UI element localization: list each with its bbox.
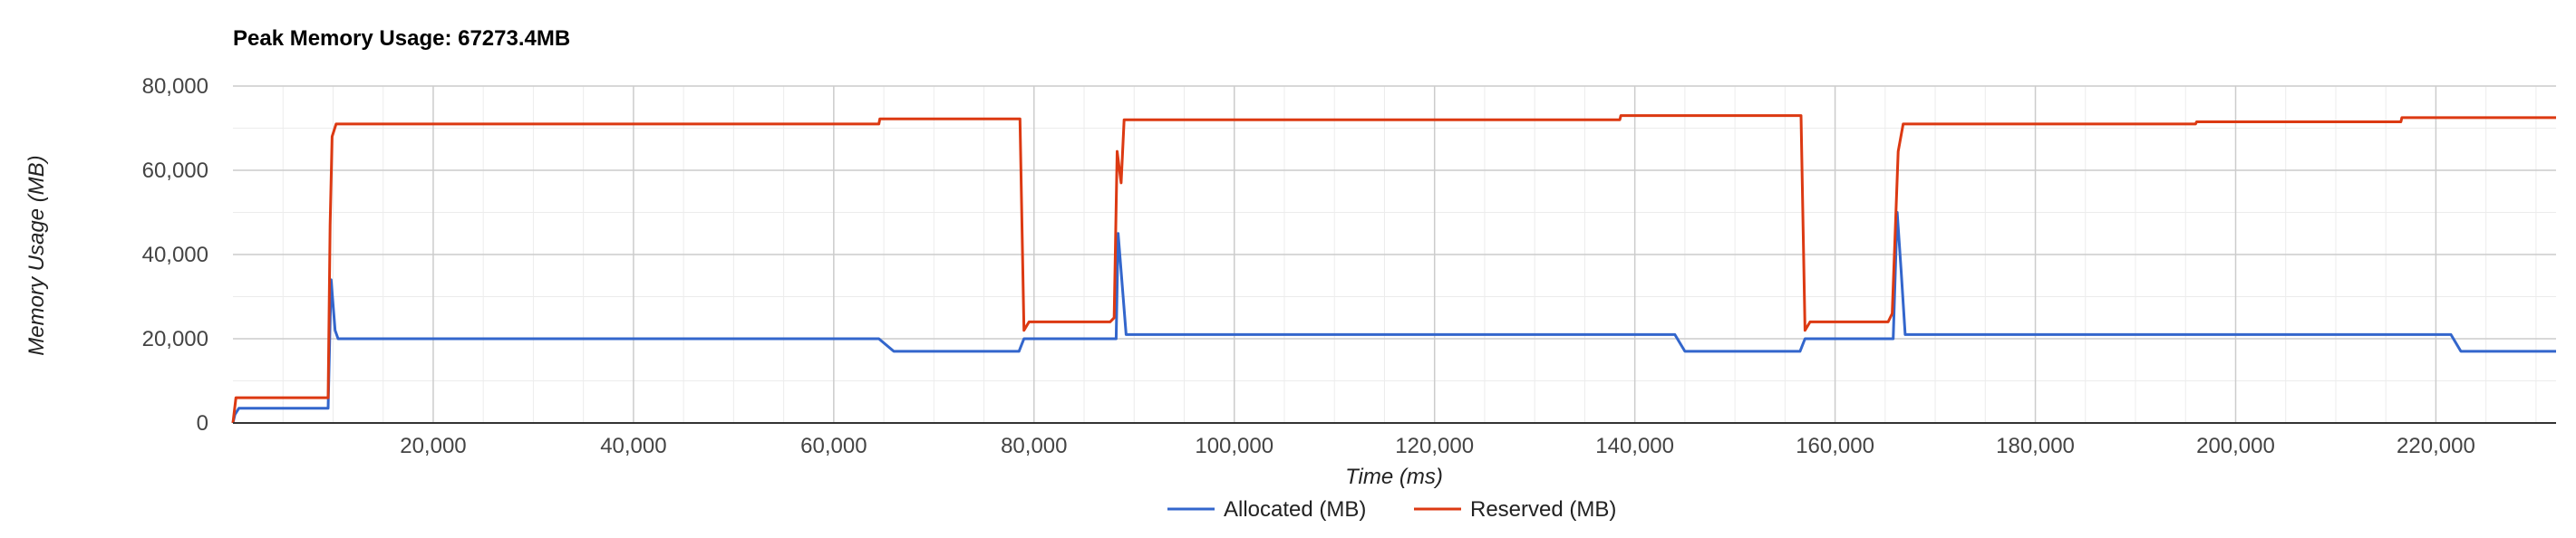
x-axis-ticks: 20,000 40,000 60,000 80,000 100,000 120,000 14… — [400, 434, 2475, 458]
x-tick-label: 100,000 — [1195, 434, 1273, 458]
y-tick-label: 0 — [197, 411, 208, 436]
y-tick-label: 60,000 — [142, 159, 208, 183]
legend-label: Allocated (MB) — [1224, 497, 1366, 522]
legend-label: Reserved (MB) — [1470, 497, 1616, 522]
y-tick-label: 20,000 — [142, 327, 208, 351]
y-tick-label: 40,000 — [142, 243, 208, 267]
series-line-allocated — [231, 211, 2556, 424]
x-tick-label: 20,000 — [400, 434, 466, 458]
x-tick-label: 200,000 — [2196, 434, 2275, 458]
legend: Allocated (MB) Reserved (MB) — [1167, 497, 1616, 522]
grid — [233, 85, 2556, 423]
series-line-reserved — [231, 114, 2556, 424]
x-tick-label: 60,000 — [800, 434, 867, 458]
x-tick-label: 40,000 — [600, 434, 666, 458]
x-tick-label: 220,000 — [2397, 434, 2475, 458]
x-tick-label: 180,000 — [1996, 434, 2075, 458]
plot-area — [231, 114, 2556, 424]
x-tick-label: 80,000 — [1001, 434, 1067, 458]
chart-title: Peak Memory Usage: 67273.4MB — [233, 26, 570, 51]
y-tick-label: 80,000 — [142, 74, 208, 99]
y-axis-title: Memory Usage (MB) — [24, 155, 49, 355]
x-tick-label: 120,000 — [1395, 434, 1474, 458]
y-axis-ticks: 0 20,000 40,000 60,000 80,000 — [142, 74, 208, 436]
x-tick-label: 140,000 — [1595, 434, 1674, 458]
x-axis-title: Time (ms) — [1345, 465, 1443, 489]
x-tick-label: 160,000 — [1796, 434, 1874, 458]
